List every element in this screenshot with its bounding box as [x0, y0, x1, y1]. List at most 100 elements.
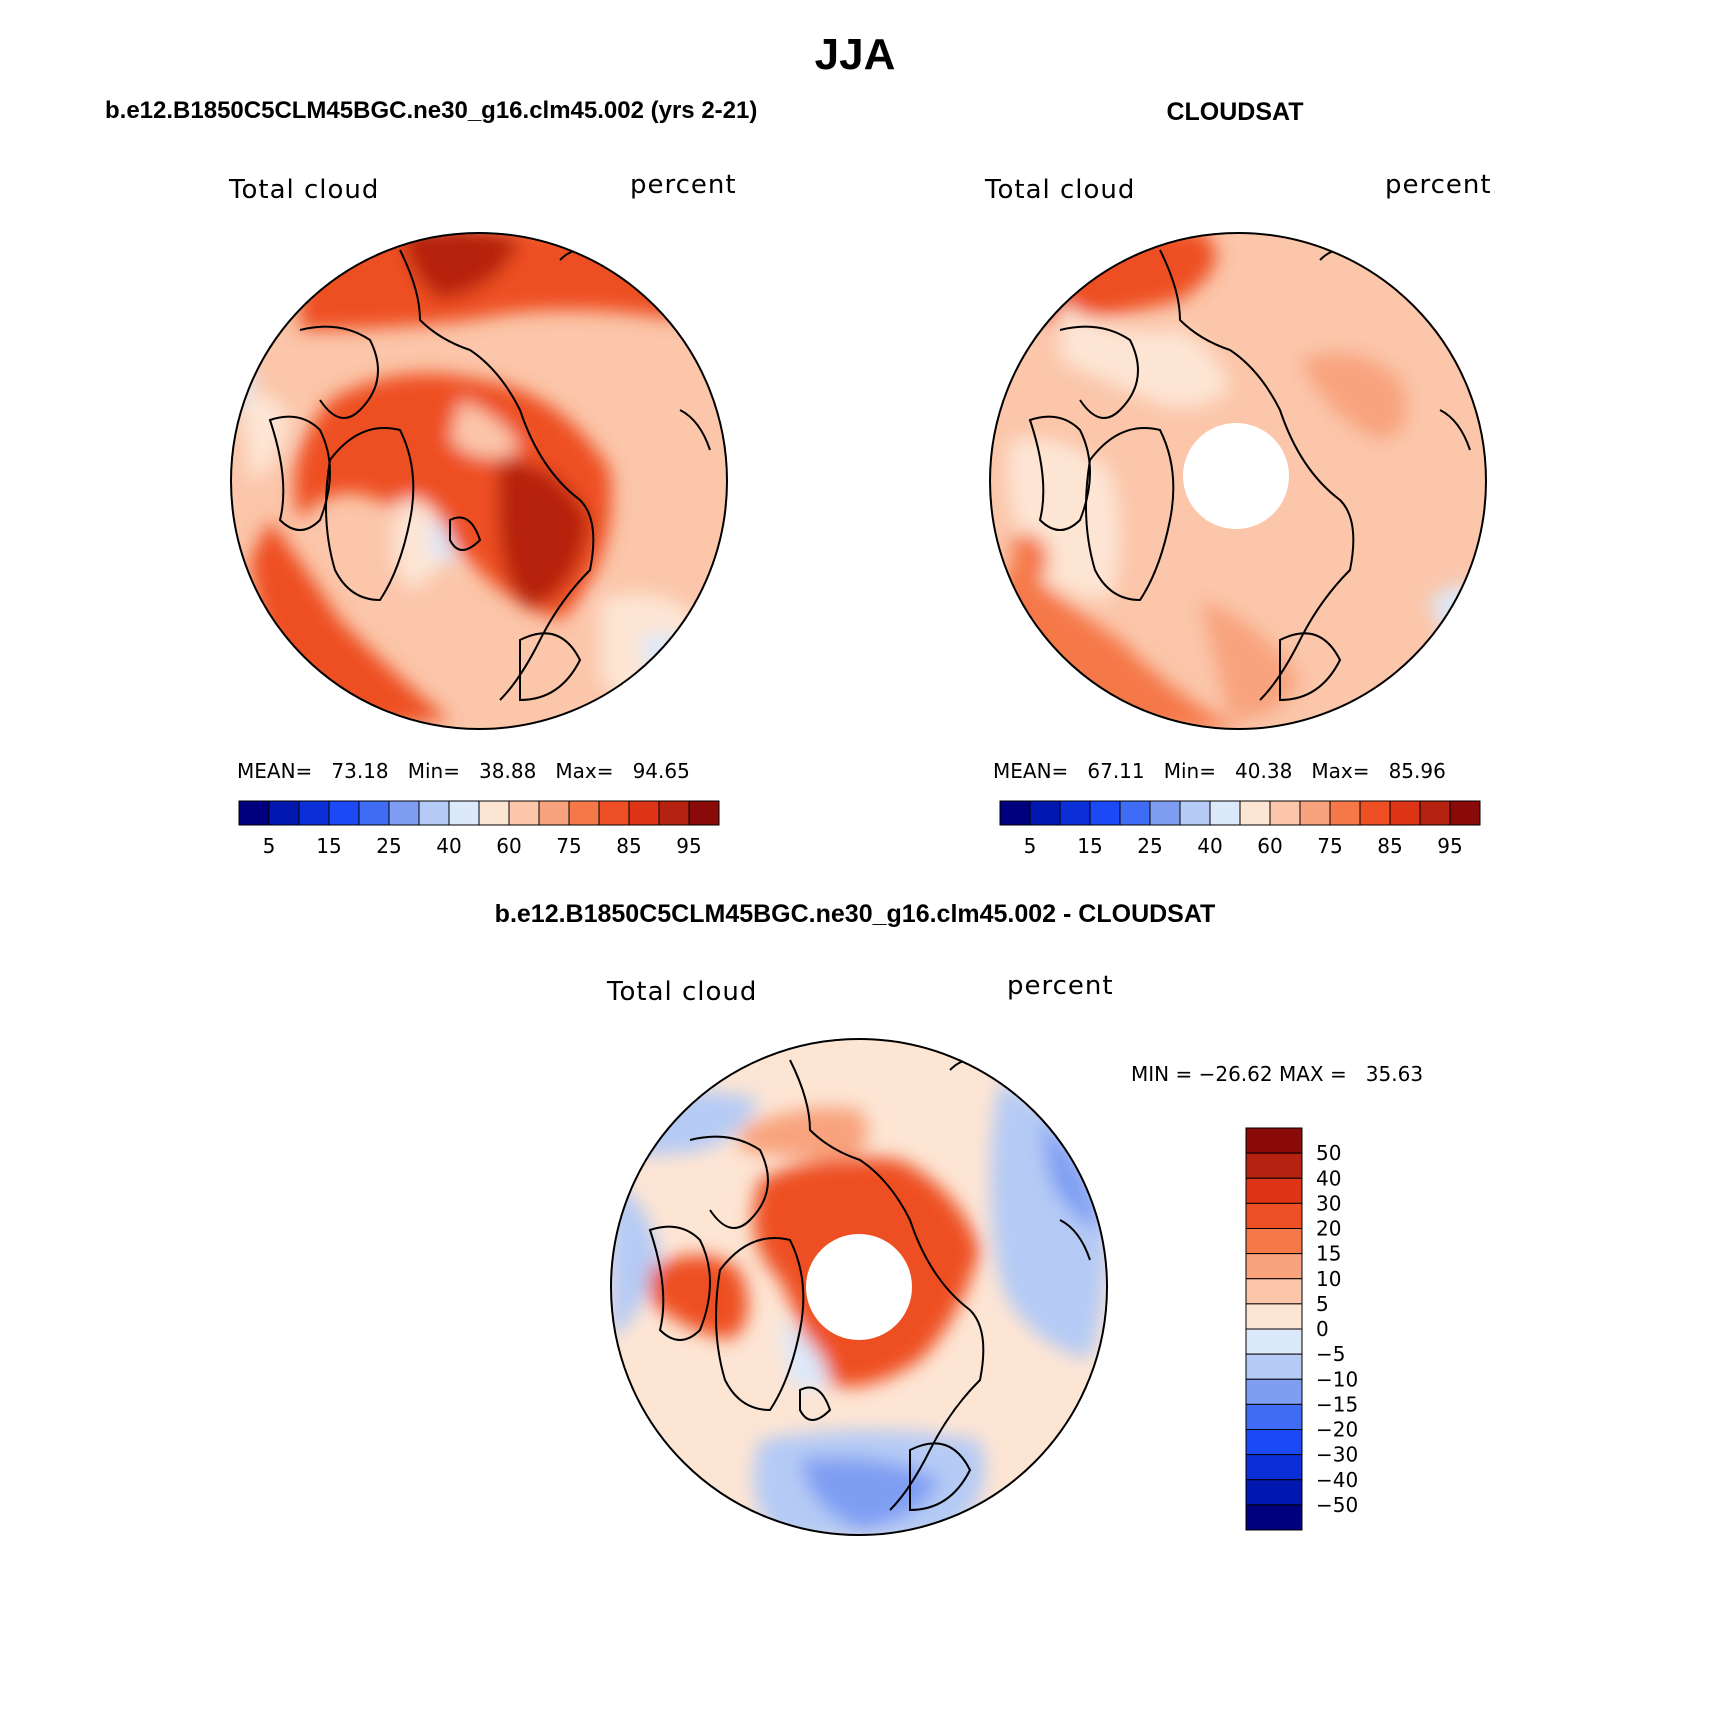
diff-cloud-map — [610, 1038, 1108, 1536]
diff-colorbar-swatch — [1245, 1127, 1303, 1154]
diff-colorbar-tick-label: 20 — [1316, 1217, 1341, 1241]
obs-colorbar-swatch — [1269, 800, 1301, 826]
diff-panel-title: b.e12.B1850C5CLM45BGC.ne30_g16.clm45.002… — [494, 900, 1216, 928]
model-colorbar-tick-label: 85 — [616, 834, 641, 858]
model-colorbar-tick-label: 15 — [316, 834, 341, 858]
diff-units-label: percent — [1007, 971, 1114, 1001]
obs-cloud-map — [989, 232, 1487, 730]
obs-min-label: Min= — [1163, 759, 1216, 783]
model-colorbar-tick-label: 5 — [263, 834, 276, 858]
obs-min-value: 40.38 — [1235, 759, 1293, 783]
diff-colorbar-swatch — [1245, 1403, 1303, 1430]
diff-colorbar-swatch — [1245, 1378, 1303, 1405]
obs-colorbar-swatch — [1089, 800, 1121, 826]
diff-colorbar-swatch — [1245, 1253, 1303, 1280]
model-max-value: 94.65 — [632, 759, 690, 783]
model-colorbar-tick-label: 60 — [496, 834, 521, 858]
model-colorbar-swatch — [238, 800, 270, 826]
obs-colorbar-tick-label: 85 — [1377, 834, 1402, 858]
obs-units-label: percent — [1385, 170, 1492, 200]
model-mean-value: 73.18 — [331, 759, 389, 783]
obs-colorbar-swatch — [1029, 800, 1061, 826]
diff-colorbar-tick-label: −5 — [1316, 1342, 1345, 1366]
model-colorbar-swatch — [478, 800, 510, 826]
obs-colorbar-swatch — [1449, 800, 1481, 826]
model-colorbar-swatch — [688, 800, 720, 826]
obs-colorbar-swatch — [999, 800, 1031, 826]
model-colorbar-tick-label: 75 — [556, 834, 581, 858]
obs-colorbar-swatch — [1329, 800, 1361, 826]
model-panel-title: b.e12.B1850C5CLM45BGC.ne30_g16.clm45.002… — [105, 97, 758, 124]
diff-colorbar-swatch — [1245, 1278, 1303, 1305]
model-colorbar-swatch — [448, 800, 480, 826]
model-colorbar-swatch — [568, 800, 600, 826]
diff-colorbar-tick-label: 50 — [1316, 1141, 1341, 1165]
obs-colorbar-tick-label: 25 — [1137, 834, 1162, 858]
model-colorbar-swatch — [268, 800, 300, 826]
diff-colorbar-tick-label: −30 — [1316, 1443, 1358, 1467]
diff-colorbar-swatch — [1245, 1504, 1303, 1531]
obs-colorbar-tick-label: 95 — [1437, 834, 1462, 858]
model-colorbar-swatch — [388, 800, 420, 826]
model-units-label: percent — [630, 170, 737, 200]
obs-mean-value: 67.11 — [1087, 759, 1145, 783]
diff-colorbar-swatch — [1245, 1328, 1303, 1355]
model-variable-label: Total cloud — [229, 175, 380, 205]
obs-colorbar-swatch — [1059, 800, 1091, 826]
diff-colorbar-tick-label: −40 — [1316, 1468, 1358, 1492]
obs-colorbar-swatch — [1359, 800, 1391, 826]
diff-colorbar-tick-label: 40 — [1316, 1166, 1341, 1190]
obs-colorbar: 5 15 25 40 60 75 85 95 — [999, 800, 1481, 858]
obs-colorbar-swatch — [1209, 800, 1241, 826]
obs-max-label: Max= — [1311, 759, 1370, 783]
obs-coastlines — [1028, 249, 1471, 702]
model-colorbar-swatch — [538, 800, 570, 826]
diff-colorbar-swatch — [1245, 1202, 1303, 1229]
model-colorbar-tick-label: 95 — [676, 834, 701, 858]
model-colorbar-swatch — [418, 800, 450, 826]
season-title: JJA — [814, 30, 896, 79]
obs-panel-title: CLOUDSAT — [1166, 98, 1304, 126]
obs-colorbar-tick-label: 15 — [1077, 834, 1102, 858]
model-colorbar-swatch — [598, 800, 630, 826]
model-colorbar-swatch — [358, 800, 390, 826]
diff-colorbar-tick-label: −50 — [1316, 1493, 1358, 1517]
diff-colorbar-swatch — [1245, 1353, 1303, 1380]
obs-variable-label: Total cloud — [985, 175, 1136, 205]
diff-colorbar-swatch — [1245, 1228, 1303, 1255]
obs-colorbar-swatch — [1299, 800, 1331, 826]
obs-stats: MEAN= 67.11 Min= 40.38 Max= 85.96 — [993, 759, 1446, 783]
obs-colorbar-tick-label: 40 — [1197, 834, 1222, 858]
diff-colorbar-tick-label: 15 — [1316, 1242, 1341, 1266]
model-max-label: Max= — [555, 759, 614, 783]
diff-colorbar-swatch — [1245, 1429, 1303, 1456]
diff-colorbar-tick-label: 5 — [1316, 1292, 1329, 1316]
obs-max-value: 85.96 — [1388, 759, 1446, 783]
diff-minmax: MIN = −26.62 MAX = 35.63 — [1131, 1062, 1424, 1086]
model-colorbar-swatch — [298, 800, 330, 826]
diff-colorbar-tick-label: 0 — [1316, 1317, 1329, 1341]
model-mean-label: MEAN= — [237, 759, 313, 783]
diff-variable-label: Total cloud — [607, 977, 758, 1007]
model-colorbar: 5 15 25 40 60 75 85 95 — [238, 800, 720, 858]
obs-colorbar-tick-label: 75 — [1317, 834, 1342, 858]
diff-colorbar-swatch — [1245, 1177, 1303, 1204]
model-coastlines — [268, 249, 711, 702]
model-colorbar-swatch — [628, 800, 660, 826]
obs-mean-label: MEAN= — [993, 759, 1069, 783]
obs-colorbar-tick-label: 5 — [1024, 834, 1037, 858]
obs-colorbar-swatch — [1119, 800, 1151, 826]
obs-colorbar-swatch — [1419, 800, 1451, 826]
model-colorbar-swatch — [508, 800, 540, 826]
model-cloud-map — [230, 232, 728, 730]
model-min-value: 38.88 — [479, 759, 537, 783]
diff-colorbar-swatch — [1245, 1454, 1303, 1481]
model-colorbar-swatch — [658, 800, 690, 826]
diff-colorbar-tick-label: −15 — [1316, 1392, 1358, 1416]
diff-colorbar-tick-label: −20 — [1316, 1418, 1358, 1442]
obs-colorbar-tick-label: 60 — [1257, 834, 1282, 858]
model-colorbar-tick-label: 25 — [376, 834, 401, 858]
diff-colorbar-swatch — [1245, 1152, 1303, 1179]
